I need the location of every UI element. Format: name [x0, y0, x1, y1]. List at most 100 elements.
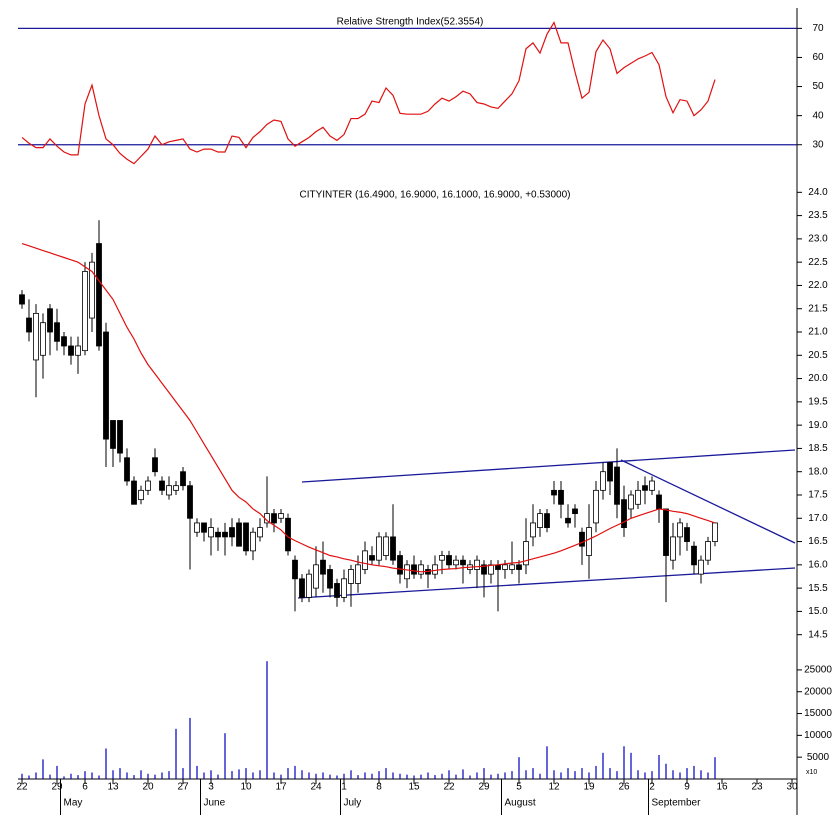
- candle-body: [635, 489, 641, 505]
- candle-body: [19, 294, 25, 305]
- y-tick-label: 18.5: [808, 443, 828, 454]
- y-tick-label: 17.5: [808, 490, 828, 501]
- candle-body: [691, 545, 697, 566]
- y-tick-label: 17.0: [808, 513, 828, 524]
- candle-body: [215, 531, 221, 538]
- rsi-title: Relative Strength Index(52.3554): [337, 17, 484, 28]
- y-tick-label: 22.5: [808, 257, 828, 268]
- x-tick-label: 10: [240, 782, 252, 793]
- candle-body: [348, 569, 354, 584]
- candle-body: [96, 243, 102, 347]
- candle-body: [327, 569, 333, 589]
- x-tick-label: 17: [275, 782, 287, 793]
- y-tick-label: 25000: [804, 665, 832, 676]
- candle-body: [649, 480, 655, 491]
- candle-body: [362, 550, 368, 570]
- candle-body: [166, 485, 172, 496]
- candle-body: [439, 555, 445, 561]
- y-tick-label: 15.0: [808, 606, 828, 617]
- candle-body: [453, 559, 459, 566]
- candle-body: [607, 461, 613, 482]
- candle-body: [236, 522, 242, 547]
- x-tick-label: 24: [310, 782, 322, 793]
- candle-body: [523, 541, 529, 566]
- x-tick-label: 30: [786, 782, 798, 793]
- candle-body: [642, 485, 648, 491]
- y-tick-label: 21.0: [808, 327, 828, 338]
- candle-body: [537, 513, 543, 528]
- x-tick-label: 22: [443, 782, 455, 793]
- downtrend-line: [620, 459, 796, 544]
- y-tick-label: 20000: [804, 686, 832, 697]
- candle-body: [152, 457, 158, 473]
- candle-body: [229, 527, 235, 538]
- candle-body: [614, 466, 620, 505]
- candle-body: [355, 564, 361, 584]
- candle-body: [376, 536, 382, 561]
- y-tick-label: 15.5: [808, 583, 828, 594]
- month-label: July: [344, 798, 362, 809]
- y-tick-label: 23.0: [808, 234, 828, 245]
- candle-body: [474, 559, 480, 570]
- y-tick-label: 16.0: [808, 559, 828, 570]
- candle-body: [341, 578, 347, 598]
- candle-body: [54, 322, 60, 342]
- x-tick-label: 29: [478, 782, 490, 793]
- candle-body: [208, 527, 214, 538]
- y-tick-label: 14.5: [808, 629, 828, 640]
- candle-body: [89, 261, 95, 319]
- x-tick-label: 22: [16, 782, 28, 793]
- y-tick-label: 20.5: [808, 350, 828, 361]
- x-tick-label: 9: [684, 782, 690, 793]
- candle-body: [33, 312, 39, 361]
- month-label: September: [652, 798, 702, 809]
- candle-body: [68, 345, 74, 356]
- candle-body: [572, 508, 578, 515]
- candle-body: [131, 480, 137, 505]
- moving-average-line: [21, 242, 716, 573]
- candle-body: [334, 583, 340, 598]
- price-title: CITYINTER (16.4900, 16.9000, 16.1000, 16…: [299, 190, 570, 201]
- candle-body: [565, 517, 571, 524]
- channel-upper-line: [301, 449, 796, 483]
- candle-body: [292, 559, 298, 580]
- candle-body: [173, 485, 179, 491]
- candle-body: [544, 513, 550, 528]
- candle-body: [117, 420, 123, 454]
- candle-body: [243, 522, 249, 552]
- candle-body: [600, 471, 606, 491]
- candle-body: [551, 489, 557, 496]
- x-tick-label: 27: [177, 782, 189, 793]
- x-tick-label: 20: [142, 782, 154, 793]
- x-tick-label: 13: [107, 782, 119, 793]
- y-tick-label: 50: [812, 81, 824, 92]
- candle-body: [369, 555, 375, 561]
- candle-body: [404, 564, 410, 580]
- candle-body: [187, 485, 193, 519]
- candle-body: [698, 559, 704, 575]
- y-tick-label: 19.5: [808, 396, 828, 407]
- x-tick-label: 19: [583, 782, 595, 793]
- x-tick-label: 16: [716, 782, 728, 793]
- candle-body: [306, 573, 312, 598]
- y-tick-label: 60: [812, 52, 824, 63]
- candle-body: [530, 522, 536, 538]
- candle-body: [390, 536, 396, 561]
- y-tick-label: 23.5: [808, 210, 828, 221]
- x-tick-label: 12: [548, 782, 560, 793]
- y-tick-label: 24.0: [808, 187, 828, 198]
- x-tick-label: 1: [341, 782, 347, 793]
- candle-body: [705, 541, 711, 561]
- candle-body: [40, 322, 46, 356]
- candle-body: [684, 527, 690, 542]
- candle-body: [509, 564, 515, 570]
- y-tick-label: 16.5: [808, 536, 828, 547]
- candle-body: [586, 527, 592, 556]
- candle-body: [383, 536, 389, 556]
- y-tick-label: 5000: [807, 752, 830, 763]
- month-label: May: [64, 798, 83, 809]
- candle-body: [26, 317, 32, 333]
- candle-body: [628, 494, 634, 510]
- candle-body: [180, 471, 186, 487]
